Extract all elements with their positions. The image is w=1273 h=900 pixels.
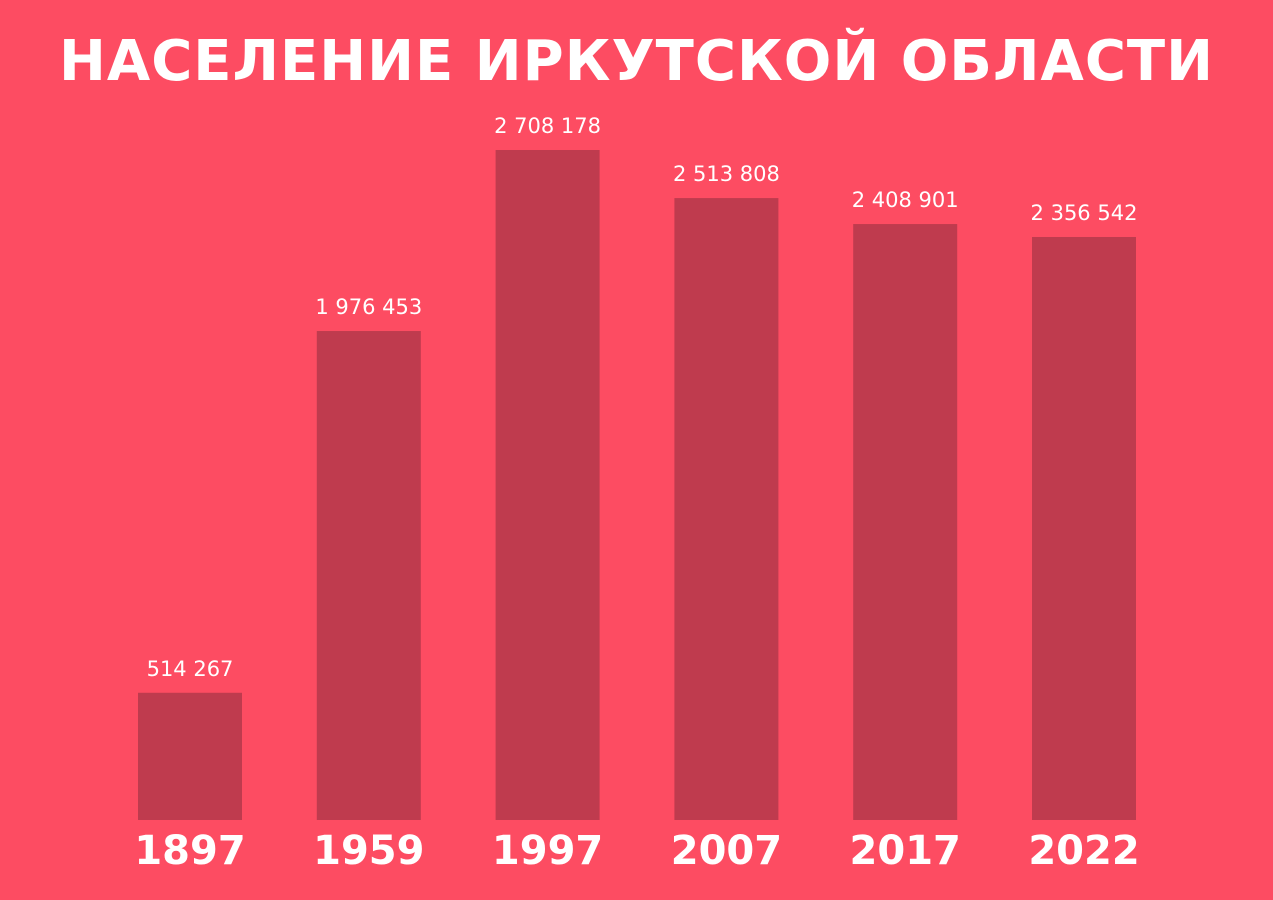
year-label-2007: 2007 xyxy=(671,828,782,874)
value-label-2017: 2 408 901 xyxy=(852,188,959,212)
bar-2022 xyxy=(1032,236,1136,820)
chart-title: НАСЕЛЕНИЕ ИРКУТСКОЙ ОБЛАСТИ xyxy=(58,29,1214,94)
bar-1997 xyxy=(495,150,600,820)
bar-1959 xyxy=(316,331,421,820)
value-label-2022: 2 356 542 xyxy=(1031,201,1138,225)
bar-2007 xyxy=(674,198,779,820)
value-label-2007: 2 513 808 xyxy=(673,162,780,186)
bar-2017 xyxy=(853,224,958,820)
year-label-2022: 2022 xyxy=(1028,828,1139,874)
value-label-1959: 1 976 453 xyxy=(315,295,422,319)
year-label-2017: 2017 xyxy=(850,828,961,874)
bar-1897 xyxy=(138,692,242,820)
year-label-1897: 1897 xyxy=(134,828,245,874)
year-label-1997: 1997 xyxy=(492,828,603,874)
year-label-1959: 1959 xyxy=(313,828,424,874)
value-label-1997: 2 708 178 xyxy=(494,114,601,138)
value-label-1897: 514 267 xyxy=(147,657,234,681)
